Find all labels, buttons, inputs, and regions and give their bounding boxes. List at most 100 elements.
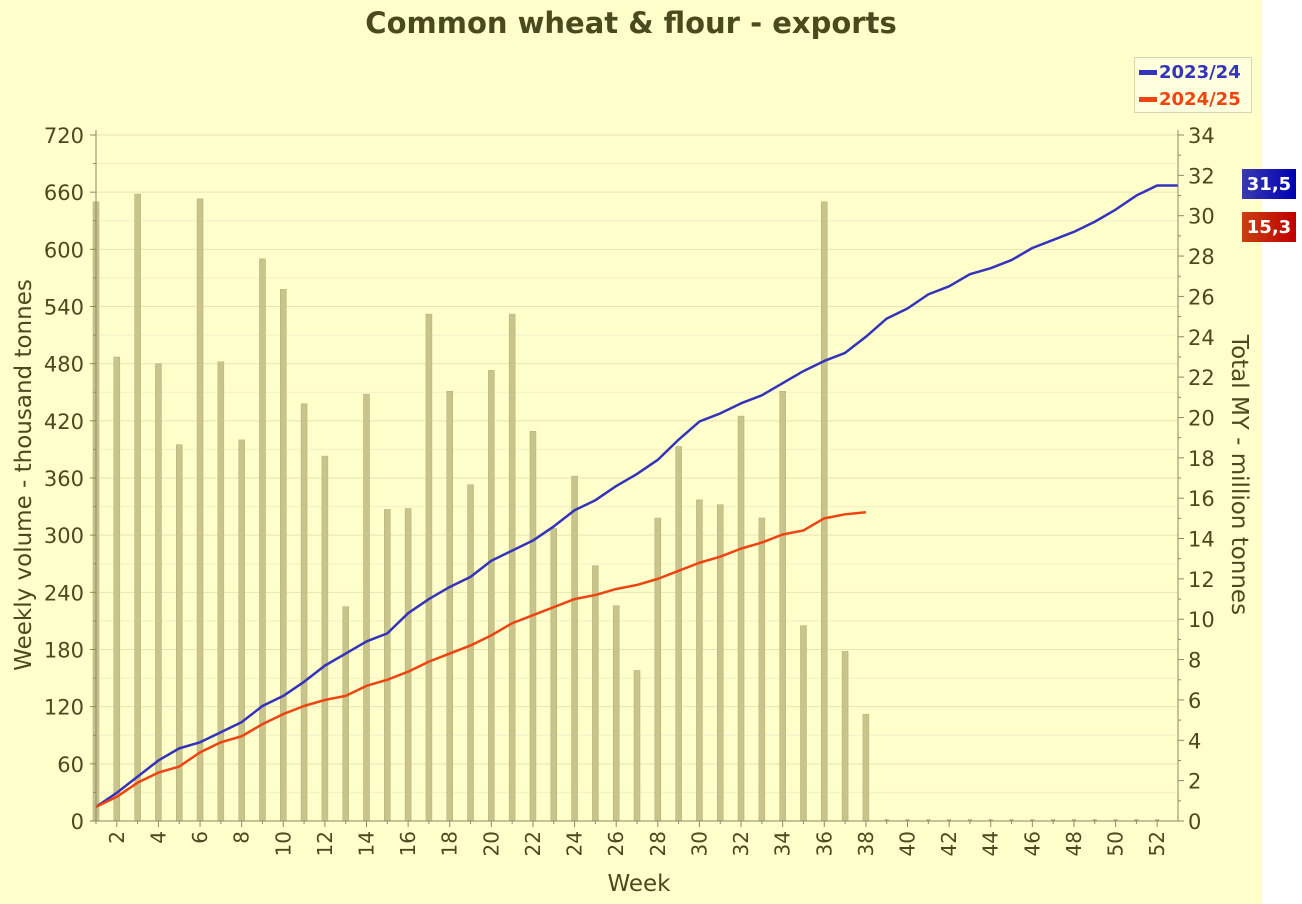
x-tick-label: 38 [854, 831, 878, 856]
axes-layer [90, 130, 1184, 827]
y-tick-label: 420 [44, 410, 84, 434]
legend-swatch-2024-25 [1139, 96, 1157, 102]
bar-week-34 [779, 391, 786, 822]
bar-week-28 [654, 517, 662, 822]
bar-week-21 [508, 313, 516, 822]
labels-layer: 0601201802403003604204805406006607200246… [11, 124, 1252, 897]
lines-layer [95, 184, 1178, 809]
bar-week-9 [259, 258, 266, 822]
legend-swatch-2023-24 [1139, 69, 1157, 75]
y-tick-label: 180 [44, 639, 84, 663]
legend: 2023/24 2024/25 [1134, 57, 1252, 113]
y-tick-label: 660 [44, 181, 84, 205]
x-tick-label: 48 [1062, 831, 1086, 856]
y2-tick-label: 26 [1188, 285, 1215, 309]
grid-layer [96, 134, 1178, 822]
bar-week-20 [488, 370, 495, 822]
legend-item-2024-25: 2024/25 [1139, 87, 1241, 111]
y-tick-label: 480 [44, 353, 84, 377]
bar-week-11 [300, 403, 308, 822]
bar-week-32 [737, 415, 745, 822]
bar-week-30 [696, 499, 703, 822]
x-tick-label: 8 [230, 831, 254, 844]
bar-week-17 [425, 313, 433, 822]
y2-tick-label: 28 [1188, 245, 1215, 269]
y-tick-label: 720 [44, 124, 84, 148]
x-tick-label: 6 [188, 831, 212, 844]
y2-tick-label: 8 [1188, 649, 1201, 673]
series-line-2023-24 [95, 184, 1178, 808]
x-tick-label: 14 [355, 831, 379, 856]
y2-tick-label: 12 [1188, 568, 1215, 592]
chart-title: Common wheat & flour - exports [365, 6, 897, 40]
x-tick-label: 20 [479, 831, 503, 856]
x-tick-label: 4 [146, 831, 170, 844]
legend-label-2023-24: 2023/24 [1159, 61, 1241, 83]
x-tick-label: 40 [896, 831, 920, 856]
x-tick-label: 52 [1145, 831, 1169, 856]
end-value-badge-2024-25: 15,3 [1242, 212, 1296, 242]
y2-tick-label: 10 [1188, 608, 1215, 632]
bar-week-19 [467, 484, 474, 822]
x-tick-label: 36 [812, 831, 836, 856]
bars-layer [92, 193, 1160, 822]
bar-week-26 [612, 605, 620, 822]
y-tick-label: 0 [71, 810, 84, 834]
legend-item-2023-24: 2023/24 [1139, 60, 1241, 84]
bar-week-35 [800, 625, 807, 822]
y-tick-label: 60 [57, 753, 84, 777]
y2-tick-label: 18 [1188, 447, 1215, 471]
bar-week-37 [841, 651, 849, 822]
bar-week-15 [384, 509, 391, 822]
x-tick-label: 2 [105, 831, 129, 844]
y2-tick-label: 2 [1188, 770, 1201, 794]
y2-tick-label: 30 [1188, 205, 1215, 229]
bar-week-33 [758, 517, 766, 822]
x-tick-label: 26 [604, 831, 628, 856]
x-tick-label: 42 [937, 831, 961, 856]
bar-week-8 [238, 439, 245, 822]
chart-svg: 0601201802403003604204805406006607200246… [11, 124, 1252, 897]
bar-week-22 [529, 431, 537, 822]
y2-tick-label: 34 [1188, 124, 1215, 148]
y-tick-label: 120 [44, 696, 84, 720]
x-tick-label: 22 [521, 831, 545, 856]
bar-week-12 [321, 455, 329, 822]
y2-tick-label: 4 [1188, 729, 1201, 753]
x-tick-label: 12 [313, 831, 337, 856]
y2-axis-title: Total MY - million tonnes [1226, 334, 1252, 615]
x-tick-label: 28 [646, 831, 670, 856]
bar-week-25 [592, 565, 599, 822]
y-tick-label: 240 [44, 581, 84, 605]
x-tick-label: 34 [771, 831, 795, 856]
bar-week-36 [821, 201, 828, 822]
chart-area: Common wheat & flour - exports 0 60 120 180… [0, 0, 1262, 904]
bar-week-18 [446, 391, 453, 822]
bar-week-16 [404, 508, 412, 822]
x-tick-label: 50 [1104, 831, 1128, 856]
x-tick-label: 30 [687, 831, 711, 856]
y2-tick-label: 16 [1188, 487, 1215, 511]
bar-week-4 [155, 363, 162, 822]
bar-week-29 [675, 446, 682, 822]
y2-tick-label: 24 [1188, 326, 1215, 350]
series-line-2024-25 [95, 511, 867, 809]
x-tick-label: 18 [438, 831, 462, 856]
bar-week-24 [571, 475, 578, 822]
y-axis-title: Weekly volume - thousand tonnes [11, 279, 37, 671]
bar-week-14 [363, 393, 370, 822]
y2-tick-label: 20 [1188, 406, 1215, 430]
x-axis-title: Week [607, 871, 671, 897]
bar-week-31 [716, 504, 724, 822]
x-tick-label: 44 [979, 831, 1003, 856]
bar-week-3 [134, 193, 141, 822]
bar-week-7 [217, 361, 225, 822]
legend-label-2024-25: 2024/25 [1159, 88, 1241, 110]
bar-week-2 [113, 356, 121, 822]
y2-tick-label: 14 [1188, 528, 1215, 552]
y-tick-label: 360 [44, 467, 84, 491]
bar-week-38 [862, 714, 870, 822]
x-tick-label: 32 [729, 831, 753, 856]
x-tick-label: 24 [563, 831, 587, 856]
x-tick-label: 46 [1020, 831, 1044, 856]
